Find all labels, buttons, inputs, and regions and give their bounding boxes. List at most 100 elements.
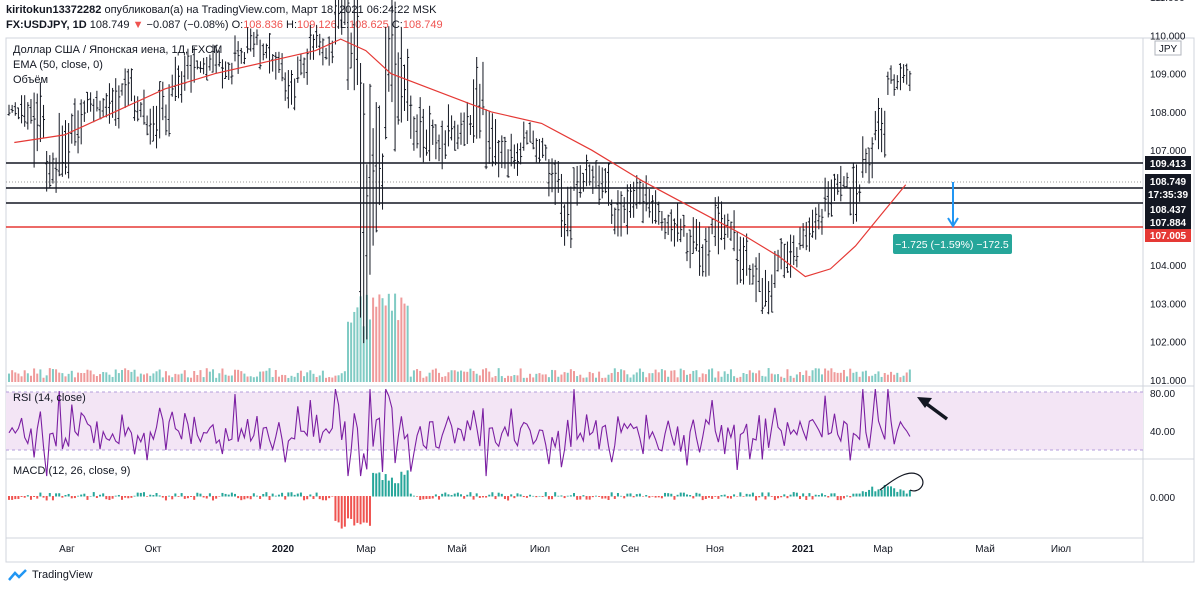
macd-bar <box>846 495 849 497</box>
volume-bar <box>284 375 287 382</box>
macd-bar <box>208 493 211 497</box>
macd-bar <box>585 496 588 500</box>
macd-bar <box>522 496 525 498</box>
macd-bar <box>802 493 805 497</box>
volume-bar <box>858 376 861 382</box>
macd-bar <box>538 495 541 497</box>
volume-bar <box>290 375 293 382</box>
volume-bar <box>576 376 579 382</box>
macd-bar <box>871 486 874 497</box>
author-name[interactable]: kiritokun13372282 <box>6 4 102 16</box>
macd-bar <box>795 492 798 497</box>
price-tick-5: 108.000 <box>1150 108 1187 119</box>
volume-bar <box>83 373 86 382</box>
macd-bar <box>902 490 905 497</box>
volume-bar <box>620 369 623 382</box>
macd-bar <box>814 494 817 497</box>
macd-bar <box>579 496 582 500</box>
macd-tick-0: 0.000 <box>1150 493 1175 504</box>
legend-macd[interactable]: MACD (12, 26, close, 9) <box>13 465 131 477</box>
volume-bar <box>890 371 893 382</box>
volume-bar <box>196 374 199 382</box>
volume-bar <box>240 371 243 382</box>
rsi-tick-40: 40.00 <box>1150 427 1175 438</box>
macd-bar <box>855 493 858 497</box>
volume-bar <box>180 373 183 382</box>
legend-title[interactable]: Доллар США / Японская иена, 1Д, FXCM <box>13 44 223 56</box>
volume-bar <box>795 374 798 382</box>
macd-bar <box>494 496 497 500</box>
volume-bar <box>73 377 76 382</box>
rsi-arrow-annotation[interactable] <box>922 400 949 421</box>
macd-bar <box>199 493 202 497</box>
macd-bar <box>325 496 328 501</box>
tradingview-brand[interactable]: TradingView <box>8 568 93 582</box>
volume-bar <box>645 377 648 382</box>
volume-bar <box>682 370 685 382</box>
legend-volume[interactable]: Объём <box>13 74 49 86</box>
volume-bar <box>560 374 563 382</box>
macd-curve-annotation[interactable] <box>879 472 924 492</box>
volume-bar <box>780 376 783 382</box>
volume-bar <box>277 376 280 382</box>
volume-bar <box>397 320 400 382</box>
volume-bar <box>642 371 645 382</box>
time-tick-0: Авг <box>59 544 75 555</box>
volume-bar <box>337 375 340 382</box>
legend-ema[interactable]: EMA (50, close, 0) <box>13 59 103 71</box>
volume-bar <box>720 376 723 382</box>
price-tag-1-text: 109.413 <box>1150 159 1187 170</box>
macd-bar <box>720 495 723 497</box>
macd-bar <box>321 496 324 501</box>
macd-bar <box>908 490 911 497</box>
volume-bar <box>149 375 152 382</box>
tradingview-logo-icon <box>8 569 27 581</box>
measure-label: −1.725 (−1.59%) −172.5 <box>895 239 1009 251</box>
volume-bar <box>39 369 42 382</box>
volume-bar <box>419 370 422 382</box>
volume-bar <box>425 376 428 382</box>
macd-bar <box>227 494 230 497</box>
volume-bar <box>45 375 48 382</box>
macd-bar <box>17 496 20 499</box>
volume-bar <box>375 306 378 382</box>
volume-bar <box>494 375 497 382</box>
ema-line <box>14 38 907 278</box>
macd-bar <box>384 474 387 497</box>
macd-bar <box>218 496 221 497</box>
macd-bar <box>576 496 579 500</box>
volume-bar <box>896 372 899 382</box>
macd-bar <box>733 494 736 497</box>
measure-box[interactable] <box>893 234 1012 254</box>
volume-bar <box>384 305 387 382</box>
volume-bar <box>11 370 14 382</box>
currency-badge[interactable] <box>1154 40 1182 56</box>
macd-bar <box>682 492 685 497</box>
price-tag-6-text: 107.005 <box>1150 231 1187 242</box>
macd-bar <box>36 496 39 499</box>
volume-bar <box>535 373 538 382</box>
macd-bar <box>127 496 130 499</box>
macd-bar <box>864 491 867 497</box>
macd-bar <box>786 496 789 499</box>
volume-bar <box>208 371 211 382</box>
macd-bar <box>221 492 224 497</box>
macd-bar <box>623 496 626 499</box>
legend-rsi[interactable]: RSI (14, close) <box>13 392 86 404</box>
macd-bar <box>412 495 415 497</box>
volume-bar <box>836 372 839 382</box>
price-tag-1 <box>1145 156 1191 170</box>
volume-bar <box>234 369 236 382</box>
volume-bar <box>478 375 481 382</box>
macd-bar <box>566 495 569 497</box>
volume-bar <box>529 373 532 382</box>
macd-bar <box>441 493 444 497</box>
symbol[interactable]: FX:USDJPY, 1D <box>6 19 87 31</box>
volume-bar <box>827 370 830 382</box>
volume-bar <box>315 377 318 382</box>
macd-bar <box>89 495 92 497</box>
macd-bar <box>397 483 400 497</box>
macd-bar <box>868 489 871 497</box>
volume-bar <box>378 294 381 382</box>
